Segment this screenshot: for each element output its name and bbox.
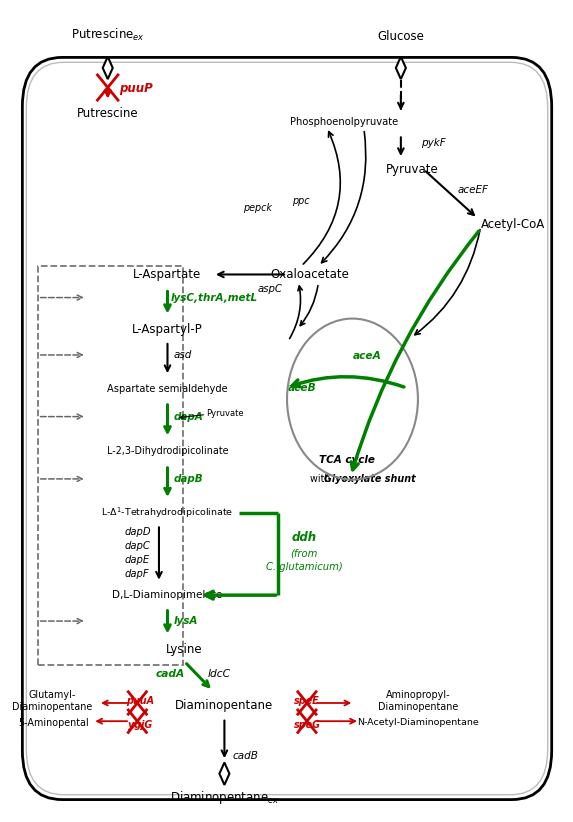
Text: Diaminopentane: Diaminopentane xyxy=(13,702,93,712)
Text: Glyoxylate shunt: Glyoxylate shunt xyxy=(324,474,416,484)
Text: L-Aspartate: L-Aspartate xyxy=(134,268,202,281)
Text: Putrescine: Putrescine xyxy=(77,107,139,120)
Text: ygjG: ygjG xyxy=(128,721,152,731)
Text: lysA: lysA xyxy=(173,616,198,626)
Text: aceEF: aceEF xyxy=(458,186,489,196)
Text: Pyruvate: Pyruvate xyxy=(386,163,438,176)
Text: Glucose: Glucose xyxy=(378,30,424,44)
Text: ddh: ddh xyxy=(292,530,317,543)
Text: cadB: cadB xyxy=(233,751,259,761)
Text: (from: (from xyxy=(291,548,318,558)
Text: pepck: pepck xyxy=(243,203,272,213)
Text: puuA: puuA xyxy=(126,696,154,706)
Text: N-Acetyl-Diaminopentane: N-Acetyl-Diaminopentane xyxy=(357,718,479,727)
FancyArrowPatch shape xyxy=(300,285,318,326)
Polygon shape xyxy=(396,57,406,79)
Text: Putrescine$_{ex}$: Putrescine$_{ex}$ xyxy=(71,27,144,44)
Text: puuP: puuP xyxy=(119,82,153,95)
Text: ppc: ppc xyxy=(292,196,310,206)
FancyArrowPatch shape xyxy=(321,132,366,263)
Text: aspC: aspC xyxy=(257,284,282,294)
Text: dapD: dapD xyxy=(125,527,151,537)
Text: D,L-Diaminopimelate: D,L-Diaminopimelate xyxy=(112,590,223,600)
Text: dapB: dapB xyxy=(173,474,203,484)
Text: C. glutamicum): C. glutamicum) xyxy=(266,562,343,572)
FancyBboxPatch shape xyxy=(22,58,552,800)
Text: TCA cycle: TCA cycle xyxy=(319,455,375,465)
Text: speE: speE xyxy=(294,695,320,706)
Text: Phosphoenolpyruvate: Phosphoenolpyruvate xyxy=(290,117,398,127)
Text: L-Aspartyl-P: L-Aspartyl-P xyxy=(132,322,203,335)
Text: Pyruvate: Pyruvate xyxy=(206,409,244,418)
Text: L-2,3-Dihydrodipicolinate: L-2,3-Dihydrodipicolinate xyxy=(107,446,228,456)
Text: Glutamyl-: Glutamyl- xyxy=(29,690,76,700)
Text: Aminopropyl-: Aminopropyl- xyxy=(386,690,450,700)
FancyArrowPatch shape xyxy=(289,286,303,339)
Text: aceA: aceA xyxy=(352,351,382,362)
FancyArrowPatch shape xyxy=(292,376,404,387)
Text: Acetyl-CoA: Acetyl-CoA xyxy=(481,218,545,230)
FancyArrowPatch shape xyxy=(303,132,340,264)
FancyArrowPatch shape xyxy=(415,229,480,335)
Text: dapA: dapA xyxy=(173,412,203,422)
Text: Lysine: Lysine xyxy=(166,643,203,656)
Text: dapC: dapC xyxy=(125,541,151,551)
Text: asd: asd xyxy=(173,350,191,360)
FancyArrowPatch shape xyxy=(351,231,479,469)
Text: ldcC: ldcC xyxy=(207,668,230,679)
Text: cadA: cadA xyxy=(155,668,185,679)
Text: pykF: pykF xyxy=(421,138,446,148)
Text: Diaminopentane$_{ex}$: Diaminopentane$_{ex}$ xyxy=(170,789,279,806)
Text: L-$\Delta^1$-Tetrahydrodipicolinate: L-$\Delta^1$-Tetrahydrodipicolinate xyxy=(101,506,234,520)
Text: Oxaloacetate: Oxaloacetate xyxy=(270,268,349,281)
Polygon shape xyxy=(219,763,229,785)
Text: 5-Aminopental: 5-Aminopental xyxy=(18,718,89,727)
Polygon shape xyxy=(103,57,113,79)
Text: Diaminopentane: Diaminopentane xyxy=(175,699,273,712)
Text: with: with xyxy=(310,474,333,484)
Text: aceB: aceB xyxy=(288,383,317,393)
Text: Diaminopentane: Diaminopentane xyxy=(378,702,458,712)
Text: dapF: dapF xyxy=(125,569,150,580)
Text: Aspartate semialdehyde: Aspartate semialdehyde xyxy=(107,384,228,394)
Text: dapE: dapE xyxy=(125,555,150,566)
Text: speG: speG xyxy=(293,721,320,731)
Text: lysC,thrA,metL: lysC,thrA,metL xyxy=(170,293,257,302)
